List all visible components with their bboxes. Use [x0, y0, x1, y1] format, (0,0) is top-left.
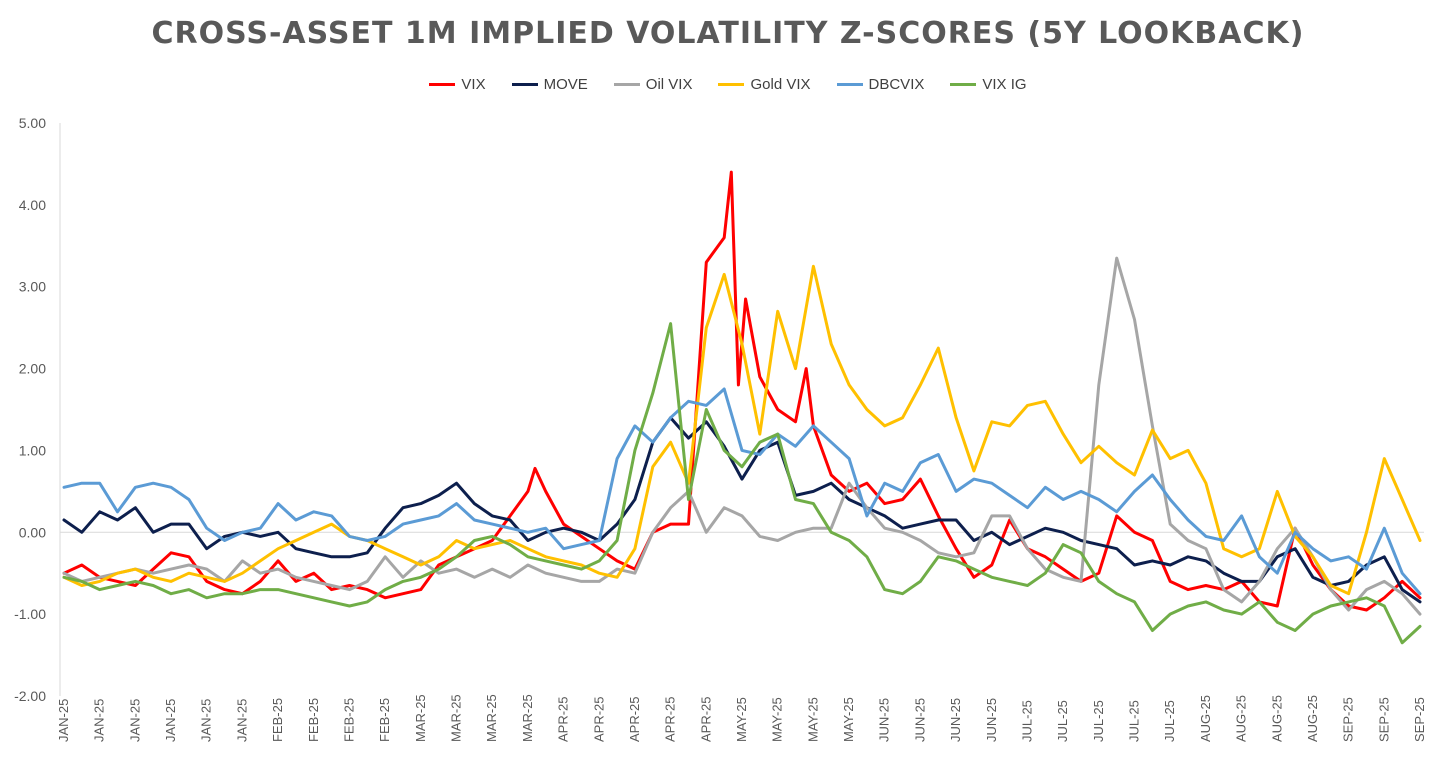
legend-item: VIX: [429, 76, 486, 93]
x-tick-label: FEB-25: [270, 698, 285, 742]
x-tick-label: JUN-25: [877, 698, 892, 742]
x-tick-label: JUN-25: [912, 698, 927, 742]
x-tick-label: AUG-25: [1269, 695, 1284, 742]
x-tick-label: JUL-25: [1162, 700, 1177, 742]
x-tick-label: SEP-25: [1412, 697, 1427, 742]
x-tick-label: MAR-25: [449, 694, 464, 742]
x-tick-label: FEB-25: [377, 698, 392, 742]
y-tick-label: 4.00: [19, 197, 46, 213]
x-tick-label: JUL-25: [1091, 700, 1106, 742]
y-tick-label: -1.00: [14, 606, 46, 622]
x-tick-label: APR-25: [591, 696, 606, 742]
x-tick-label: JUN-25: [948, 698, 963, 742]
x-tick-label: SEP-25: [1376, 697, 1391, 742]
x-tick-label: FEB-25: [341, 698, 356, 742]
legend-swatch: [429, 83, 456, 86]
series-line-vix-ig: [62, 322, 1422, 645]
y-tick-label: 0.00: [19, 524, 46, 540]
legend-swatch: [718, 83, 745, 86]
legend-item: Gold VIX: [718, 76, 811, 93]
x-tick-label: JAN-25: [199, 699, 214, 742]
x-tick-label: JAN-25: [234, 699, 249, 742]
x-tick-label: JAN-25: [92, 699, 107, 742]
x-tick-label: JAN-25: [163, 699, 178, 742]
x-tick-label: MAY-25: [770, 697, 785, 742]
x-tick-label: APR-25: [663, 696, 678, 742]
series-line-dbcvix: [62, 387, 1422, 596]
x-tick-label: JUL-25: [1127, 700, 1142, 742]
legend-label: Oil VIX: [645, 76, 693, 93]
chart-title: CROSS-ASSET 1M IMPLIED VOLATILITY Z-SCOR…: [151, 16, 1305, 51]
y-tick-label: -2.00: [14, 688, 46, 704]
y-tick-label: 3.00: [19, 279, 46, 295]
x-tick-label: MAR-25: [520, 694, 535, 742]
legend-label: DBCVIX: [868, 76, 925, 93]
series-line-oil-vix: [62, 256, 1422, 616]
x-tick-label: JUN-25: [984, 698, 999, 742]
x-tick-label: APR-25: [627, 696, 642, 742]
legend-item: VIX IG: [950, 76, 1027, 93]
series-line-vix: [62, 170, 1422, 612]
legend-label: VIX: [461, 76, 486, 93]
x-tick-label: FEB-25: [306, 698, 321, 742]
x-tick-label: MAY-25: [841, 697, 856, 742]
x-tick-label: JAN-25: [127, 699, 142, 742]
legend-swatch: [950, 83, 977, 86]
x-tick-label: AUG-25: [1305, 695, 1320, 742]
x-tick-label: MAR-25: [413, 694, 428, 742]
legend-swatch: [613, 83, 640, 86]
legend-swatch: [836, 83, 863, 86]
legend-item: DBCVIX: [836, 76, 925, 93]
legend-item: Oil VIX: [613, 76, 693, 93]
legend-label: MOVE: [543, 76, 588, 93]
x-tick-label: MAR-25: [484, 694, 499, 742]
x-tick-label: JUL-25: [1055, 700, 1070, 742]
legend-label: Gold VIX: [750, 76, 811, 93]
legend-item: MOVE: [511, 76, 588, 93]
x-tick-label: MAY-25: [805, 697, 820, 742]
x-tick-label: AUG-25: [1198, 695, 1213, 742]
x-tick-label: JAN-25: [56, 699, 71, 742]
legend-label: VIX IG: [982, 76, 1027, 93]
x-tick-label: SEP-25: [1341, 697, 1356, 742]
legend-swatch: [511, 83, 538, 86]
y-tick-label: 2.00: [19, 361, 46, 377]
chart-legend: VIX MOVE Oil VIX Gold VIX DBCVIX VIX IG: [0, 76, 1456, 93]
series-line-gold-vix: [62, 264, 1422, 596]
y-tick-label: 5.00: [19, 115, 46, 131]
y-tick-label: 1.00: [19, 442, 46, 458]
x-tick-label: MAY-25: [734, 697, 749, 742]
x-tick-label: AUG-25: [1234, 695, 1249, 742]
x-tick-label: JUL-25: [1019, 700, 1034, 742]
x-tick-label: APR-25: [698, 696, 713, 742]
x-tick-label: APR-25: [556, 696, 571, 742]
